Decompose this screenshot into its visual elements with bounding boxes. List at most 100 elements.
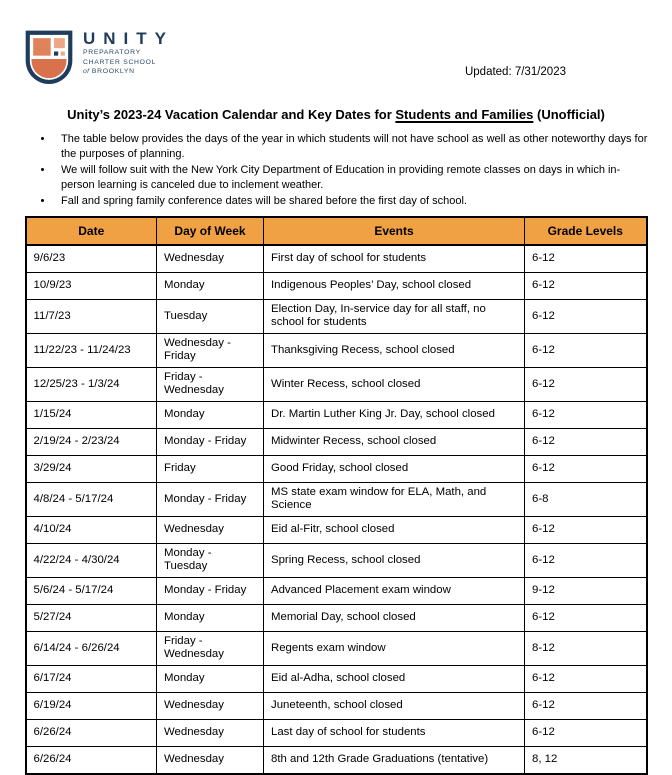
table-row: 4/22/24 - 4/30/24 Monday - Tuesday Sprin…	[25, 542, 647, 578]
day-cell: Monday	[156, 271, 264, 300]
table-row: 6/26/24 Wednesday 8th and 12th Grade Gra…	[25, 745, 647, 775]
event-cell: Spring Recess, school closed	[263, 542, 525, 578]
table-row: 5/6/24 - 5/17/24 Monday - Friday Advance…	[25, 576, 647, 605]
column-header-events: Events	[263, 216, 525, 246]
day-cell: Wednesday	[156, 244, 264, 273]
grades-cell: 8, 12	[524, 745, 647, 775]
logo-of-word: of	[83, 68, 90, 75]
day-cell: Wednesday	[156, 745, 264, 775]
day-cell: Tuesday	[156, 298, 264, 334]
event-cell: Indigenous Peoples’ Day, school closed	[263, 271, 525, 300]
table-row: 12/25/23 - 1/3/24 Friday - Wednesday Win…	[25, 366, 647, 402]
grades-cell: 6-12	[524, 664, 647, 693]
date-cell: 12/25/23 - 1/3/24	[25, 366, 157, 402]
event-cell: Advanced Placement exam window	[263, 576, 525, 605]
grades-cell: 6-12	[524, 603, 647, 632]
grades-cell: 8-12	[524, 630, 647, 666]
logo-shield-icon	[25, 30, 73, 85]
document-header: UNITY PREPARATORY CHARTER SCHOOL of BROO…	[24, 28, 648, 92]
date-cell: 6/17/24	[25, 664, 157, 693]
school-logo: UNITY PREPARATORY CHARTER SCHOOL of BROO…	[24, 28, 648, 85]
logo-text: UNITY PREPARATORY CHARTER SCHOOL of BROO…	[83, 28, 174, 77]
table-header-row: Date Day of Week Events Grade Levels	[25, 216, 647, 246]
table-row: 4/10/24 Wednesday Eid al-Fitr, school cl…	[25, 515, 647, 544]
grades-cell: 6-12	[524, 400, 647, 429]
date-cell: 1/15/24	[25, 400, 157, 429]
table-row: 11/22/23 - 11/24/23 Wednesday - Friday T…	[25, 332, 647, 368]
table-row: 6/26/24 Wednesday Last day of school for…	[25, 718, 647, 747]
column-header-date: Date	[25, 216, 157, 246]
logo-brooklyn-word: BROOKLYN	[91, 68, 135, 75]
grades-cell: 6-8	[524, 481, 647, 517]
table-row: 5/27/24 Monday Memorial Day, school clos…	[25, 603, 647, 632]
bullet-item: We will follow suit with the New York Ci…	[54, 163, 648, 192]
date-cell: 6/26/24	[25, 745, 157, 775]
table-row: 6/14/24 - 6/26/24 Friday - Wednesday Reg…	[25, 630, 647, 666]
event-cell: Eid al-Fitr, school closed	[263, 515, 525, 544]
date-cell: 11/7/23	[25, 298, 157, 334]
grades-cell: 6-12	[524, 691, 647, 720]
day-cell: Monday - Friday	[156, 427, 264, 456]
table-row: 11/7/23 Tuesday Election Day, In-service…	[25, 298, 647, 334]
grades-cell: 6-12	[524, 271, 647, 300]
table-row: 6/19/24 Wednesday Juneteenth, school clo…	[25, 691, 647, 720]
logo-subtitle-line1: PREPARATORY	[83, 49, 141, 56]
event-cell: Dr. Martin Luther King Jr. Day, school c…	[263, 400, 525, 429]
event-cell: Last day of school for students	[263, 718, 525, 747]
date-cell: 3/29/24	[25, 454, 157, 483]
grades-cell: 6-12	[524, 298, 647, 334]
event-cell: Regents exam window	[263, 630, 525, 666]
day-cell: Monday	[156, 603, 264, 632]
day-cell: Wednesday	[156, 691, 264, 720]
bullet-item: Fall and spring family conference dates …	[54, 194, 648, 209]
event-cell: Juneteenth, school closed	[263, 691, 525, 720]
page-title: Unity’s 2023-24 Vacation Calendar and Ke…	[20, 107, 652, 122]
grades-cell: 6-12	[524, 366, 647, 402]
day-cell: Monday	[156, 664, 264, 693]
calendar-table-body: 9/6/23 Wednesday First day of school for…	[25, 244, 647, 775]
grades-cell: 6-12	[524, 515, 647, 544]
column-header-grade-levels: Grade Levels	[524, 216, 647, 246]
event-cell: Memorial Day, school closed	[263, 603, 525, 632]
event-cell: Good Friday, school closed	[263, 454, 525, 483]
table-row: 6/17/24 Monday Eid al-Adha, school close…	[25, 664, 647, 693]
day-cell: Wednesday - Friday	[156, 332, 264, 368]
date-cell: 6/19/24	[25, 691, 157, 720]
day-cell: Friday - Wednesday	[156, 630, 264, 666]
grades-cell: 6-12	[524, 244, 647, 273]
table-row: 10/9/23 Monday Indigenous Peoples’ Day, …	[25, 271, 647, 300]
title-underlined-audience: Students and Families	[395, 107, 534, 122]
grades-cell: 6-12	[524, 332, 647, 368]
table-row: 1/15/24 Monday Dr. Martin Luther King Jr…	[25, 400, 647, 429]
date-cell: 5/27/24	[25, 603, 157, 632]
event-cell: First day of school for students	[263, 244, 525, 273]
day-cell: Wednesday	[156, 718, 264, 747]
date-cell: 2/19/24 - 2/23/24	[25, 427, 157, 456]
event-cell: MS state exam window for ELA, Math, and …	[263, 481, 525, 517]
logo-subtitle-line2: CHARTER SCHOOL	[83, 58, 157, 66]
grades-cell: 6-12	[524, 542, 647, 578]
date-cell: 4/8/24 - 5/17/24	[25, 481, 157, 517]
event-cell: Election Day, In-service day for all sta…	[263, 298, 525, 334]
date-cell: 9/6/23	[25, 244, 157, 273]
updated-date: Updated: 7/31/2023	[464, 66, 566, 78]
date-cell: 10/9/23	[25, 271, 157, 300]
table-row: 3/29/24 Friday Good Friday, school close…	[25, 454, 647, 483]
event-cell: Eid al-Adha, school closed	[263, 664, 525, 693]
logo-school-name: UNITY	[83, 29, 174, 48]
date-cell: 6/26/24	[25, 718, 157, 747]
grades-cell: 9-12	[524, 576, 647, 605]
grades-cell: 6-12	[524, 718, 647, 747]
table-row: 2/19/24 - 2/23/24 Monday - Friday Midwin…	[25, 427, 647, 456]
bullet-item: The table below provides the days of the…	[54, 132, 648, 161]
day-cell: Monday	[156, 400, 264, 429]
grades-cell: 6-12	[524, 427, 647, 456]
date-cell: 4/22/24 - 4/30/24	[25, 542, 157, 578]
date-cell: 4/10/24	[25, 515, 157, 544]
event-cell: Midwinter Recess, school closed	[263, 427, 525, 456]
date-cell: 11/22/23 - 11/24/23	[25, 332, 157, 368]
logo-subtitle-line3: of BROOKLYN	[83, 67, 174, 77]
title-prefix: Unity’s 2023-24 Vacation Calendar and Ke…	[67, 107, 396, 122]
date-cell: 6/14/24 - 6/26/24	[25, 630, 157, 666]
